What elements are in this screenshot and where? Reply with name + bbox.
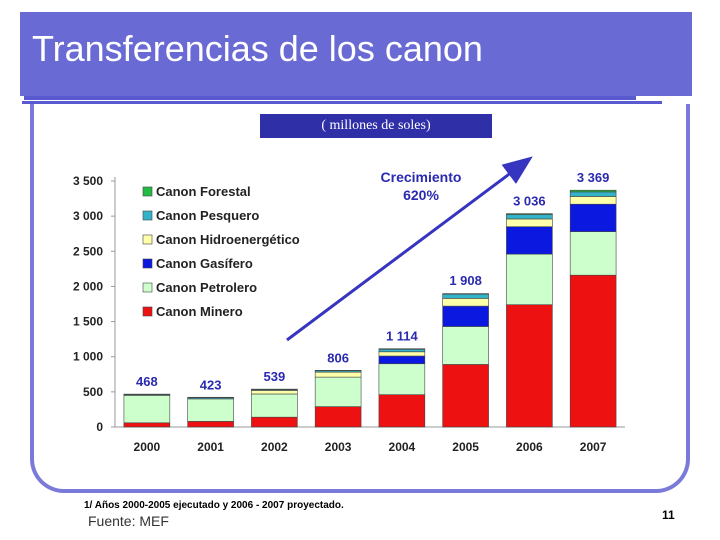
page-number: 11 <box>662 508 675 522</box>
y-tick-label: 3 500 <box>73 174 103 188</box>
total-label: 1 908 <box>449 273 482 288</box>
bar-segment <box>506 304 553 428</box>
legend-swatch <box>142 258 153 269</box>
bar-segment <box>314 406 362 428</box>
x-tick-label: 2001 <box>197 440 224 454</box>
total-label: 3 036 <box>513 194 546 209</box>
bar-segment <box>442 305 489 327</box>
legend-swatch <box>142 282 153 293</box>
total-label: 423 <box>200 377 222 392</box>
legend-swatch <box>142 306 153 317</box>
header-underline <box>24 96 636 100</box>
legend-swatch <box>142 186 153 197</box>
bar-segment <box>569 191 617 197</box>
slide-header: Transferencias de los canon <box>20 12 692 96</box>
growth-label-line1: Crecimiento <box>381 169 462 185</box>
legend-label: Canon Minero <box>156 304 243 319</box>
bar-segment <box>187 421 234 428</box>
total-label: 539 <box>264 369 286 384</box>
y-tick-label: 2 500 <box>73 244 103 258</box>
bar-segment <box>442 298 489 307</box>
bar-segment <box>187 398 234 422</box>
bar-segment <box>506 253 553 306</box>
bar-segment <box>569 203 617 232</box>
bar-segment <box>378 348 426 350</box>
x-axis: 2000 2001 2002 2003 2004 2005 2006 2007 <box>115 426 625 454</box>
bar-segment <box>378 394 426 428</box>
bar-segment <box>442 364 489 428</box>
bar-segment <box>314 371 362 378</box>
bar-segment <box>569 196 617 205</box>
legend: Canon Forestal Canon Pesquero Canon Hidroe… <box>142 184 300 319</box>
bar-segment <box>187 396 234 399</box>
bar-segment <box>123 395 171 424</box>
bar-segment <box>123 422 171 428</box>
total-label: 468 <box>136 374 158 389</box>
y-tick-label: 3 000 <box>73 209 103 223</box>
x-tick-label: 2005 <box>452 440 479 454</box>
bar-segment <box>569 274 617 428</box>
bar-segment <box>378 351 426 357</box>
content-frame <box>30 104 690 493</box>
x-tick-label: 2003 <box>325 440 352 454</box>
legend-label: Canon Forestal <box>156 184 251 199</box>
x-tick-label: 2002 <box>261 440 288 454</box>
slide-title: Transferencias de los canon <box>32 28 483 69</box>
total-label: 1 114 <box>386 329 419 344</box>
bar-segment <box>251 390 298 395</box>
bar-segment <box>314 370 362 372</box>
bar-segment <box>123 393 171 395</box>
y-tick-label: 500 <box>83 385 103 399</box>
unit-label-box: ( millones de soles) <box>260 114 492 138</box>
y-tick-label: 2 000 <box>73 279 103 293</box>
growth-label-line2: 620% <box>403 187 439 203</box>
y-tick-label: 1 500 <box>73 315 103 329</box>
bar-segment <box>569 189 617 193</box>
bar-segment <box>506 226 553 255</box>
y-tick-label: 0 <box>96 420 103 434</box>
growth-arrow <box>286 156 533 342</box>
total-label: 806 <box>327 350 349 365</box>
legend-swatch <box>142 210 153 221</box>
bar-segment <box>314 376 362 407</box>
bar-segment <box>442 326 489 365</box>
legend-swatch <box>142 234 153 245</box>
bar-segment <box>442 293 489 299</box>
bar-segment <box>251 393 298 418</box>
bar-segment <box>506 213 553 215</box>
x-tick-label: 2000 <box>134 440 161 454</box>
bar-segment <box>569 231 617 276</box>
x-tick-label: 2007 <box>580 440 607 454</box>
y-axis: 0 500 1 000 1 500 2 000 2 500 3 000 3 500 <box>73 174 116 434</box>
bar-segment <box>442 293 489 295</box>
y-tick-label: 1 000 <box>73 350 103 364</box>
bar-segment <box>378 355 426 365</box>
x-tick-label: 2006 <box>516 440 543 454</box>
bar-segment <box>506 218 553 227</box>
bars <box>123 189 617 428</box>
bar-segment <box>378 363 426 395</box>
total-label: 3 369 <box>577 170 610 185</box>
header-underline-secondary <box>22 101 662 104</box>
source-note: Fuente: MEF <box>88 513 169 529</box>
bar-segment <box>251 416 298 428</box>
legend-label: Canon Petrolero <box>156 280 257 295</box>
legend-label: Canon Pesquero <box>156 208 259 223</box>
total-labels: 468 423 539 806 1 114 1 908 3 036 3 369 <box>136 170 609 392</box>
bar-segment <box>378 348 426 353</box>
footnote: 1/ Años 2000-2005 ejecutado y 2006 - 200… <box>84 500 344 511</box>
bar-segment <box>251 388 298 390</box>
bar-segment <box>506 214 553 220</box>
legend-label: Canon Gasífero <box>156 256 253 271</box>
legend-label: Canon Hidroenergético <box>156 232 300 247</box>
x-tick-label: 2004 <box>389 440 416 454</box>
